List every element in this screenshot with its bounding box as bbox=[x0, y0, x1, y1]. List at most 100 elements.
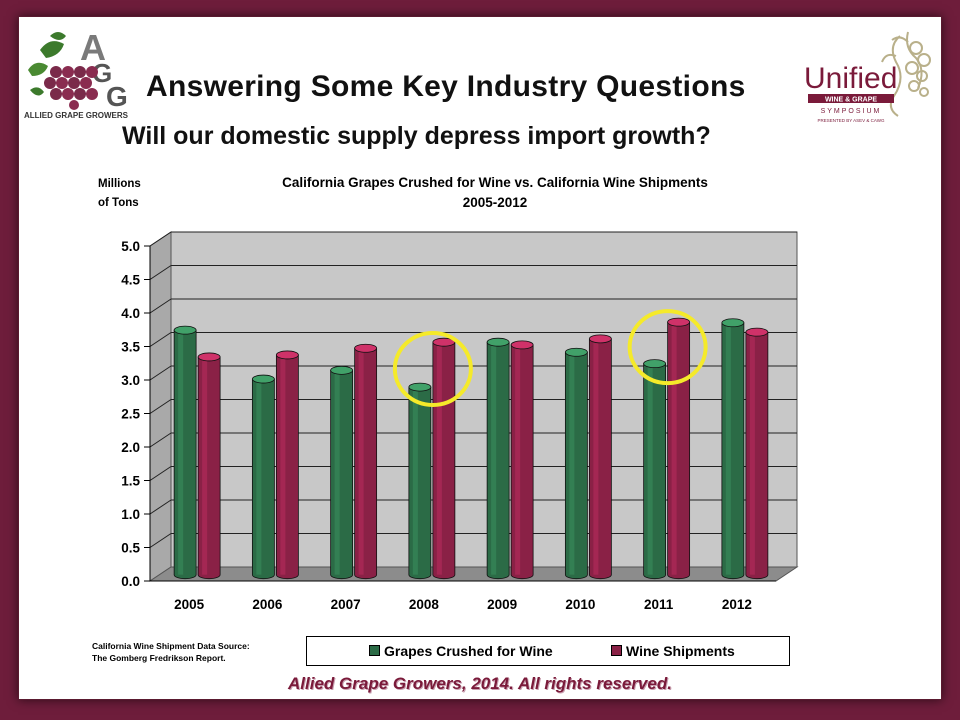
bar-top bbox=[643, 359, 667, 369]
gridline-side bbox=[149, 265, 172, 280]
allied-grape-growers-logo: A G G ALLIED GRAPE GROWERS bbox=[24, 27, 129, 120]
logo-right-sub1: WINE & GRAPE bbox=[825, 97, 877, 104]
chart-title-line2: 2005-2012 bbox=[463, 195, 528, 210]
highlight-circle-2008 bbox=[392, 330, 473, 407]
bar-top bbox=[721, 318, 745, 328]
source-line-2: The Gomberg Fredrikson Report. bbox=[92, 653, 226, 663]
bar-2007-grapes bbox=[330, 369, 354, 580]
bar-2012-grapes bbox=[721, 322, 745, 580]
slide-subtitle: Will our domestic supply depress import … bbox=[122, 122, 711, 150]
bar-2010-grapes bbox=[564, 351, 588, 580]
bar-top bbox=[173, 325, 197, 335]
slide: A G G ALLIED GRAPE GROWERS Answering Som… bbox=[18, 16, 942, 700]
logo-right-sub2: SYMPOSIUM bbox=[821, 108, 882, 115]
logo-letter-g2: G bbox=[106, 81, 128, 112]
slide-title: Answering Some Key Industry Questions bbox=[146, 70, 746, 103]
bar-highlight bbox=[647, 363, 653, 575]
chart-legend: Grapes Crushed for Wine Wine Shipments bbox=[306, 636, 790, 666]
bar-highlight bbox=[749, 332, 755, 575]
bar-highlight bbox=[178, 330, 184, 575]
logo-letter-a: A bbox=[80, 27, 106, 68]
gridline-side bbox=[149, 499, 172, 515]
y-tick-label: 2.0 bbox=[121, 440, 140, 455]
bar-2011-wine bbox=[667, 321, 691, 580]
legend-label-grapes: Grapes Crushed for Wine bbox=[384, 643, 553, 659]
logo-right-sub3: PRESENTED BY ASEV & CAWG bbox=[817, 118, 885, 123]
grape-cluster-icon bbox=[28, 32, 98, 110]
y-tick-label: 1.5 bbox=[121, 474, 140, 489]
y-tick-label: 5.0 bbox=[121, 239, 140, 254]
logo-left-caption: ALLIED GRAPE GROWERS bbox=[24, 111, 129, 120]
bar-2010-wine bbox=[588, 338, 612, 580]
bar-top bbox=[408, 382, 432, 392]
data-source-note: California Wine Shipment Data Source: Th… bbox=[92, 640, 250, 664]
bar-top bbox=[745, 327, 769, 337]
bar-highlight bbox=[725, 322, 731, 575]
gridline-side bbox=[149, 365, 172, 381]
y-tick-label: 3.5 bbox=[121, 340, 140, 355]
bar-2006-grapes bbox=[251, 378, 275, 580]
bar-2009-grapes bbox=[486, 341, 510, 580]
legend-item-wine: Wine Shipments bbox=[611, 643, 735, 659]
bar-top bbox=[197, 352, 221, 362]
x-tick-label-2008: 2008 bbox=[409, 597, 440, 612]
bar-highlight bbox=[202, 356, 208, 575]
y-tick-label: 4.5 bbox=[121, 273, 140, 288]
x-tick-label-2005: 2005 bbox=[174, 597, 205, 612]
bar-highlight bbox=[515, 344, 521, 575]
gridline-side bbox=[149, 432, 172, 448]
x-tick-label-2006: 2006 bbox=[252, 597, 283, 612]
bar-highlight bbox=[280, 354, 286, 575]
bar-top bbox=[667, 317, 691, 327]
bar-top bbox=[354, 343, 378, 353]
bar-top bbox=[432, 337, 456, 347]
logo-right-wordmark: Unified bbox=[804, 62, 897, 95]
bar-highlight bbox=[436, 342, 442, 575]
y-tick-label: 0.0 bbox=[121, 574, 140, 589]
bar-2007-wine bbox=[354, 347, 378, 580]
legend-swatch-wine bbox=[611, 645, 622, 656]
legend-item-grapes: Grapes Crushed for Wine bbox=[369, 643, 553, 659]
bar-2008-grapes bbox=[408, 386, 432, 580]
bar-top bbox=[275, 350, 299, 360]
bar-highlight bbox=[358, 348, 364, 575]
bar-top bbox=[564, 347, 588, 357]
gridline-side bbox=[149, 399, 172, 414]
y-tick-label: 0.5 bbox=[121, 541, 140, 556]
source-line-1: California Wine Shipment Data Source: bbox=[92, 641, 250, 651]
highlight-circle-2011 bbox=[627, 309, 708, 386]
copyright-footer: Allied Grape Growers, 2014. All rights r… bbox=[288, 674, 672, 693]
x-tick-label-2012: 2012 bbox=[722, 597, 752, 612]
bar-top bbox=[510, 340, 534, 350]
y-tick-label: 4.0 bbox=[121, 306, 140, 321]
unified-symposium-logo: Unified WINE & GRAPE SYMPOSIUM PRESENTED… bbox=[804, 31, 931, 123]
y-tick-label: 3.0 bbox=[121, 373, 140, 388]
bar-2006-wine bbox=[275, 354, 299, 580]
bar-top bbox=[330, 365, 354, 375]
chart-title-line1: California Grapes Crushed for Wine vs. C… bbox=[282, 175, 708, 190]
bar-top bbox=[486, 337, 510, 347]
gridline-side bbox=[149, 533, 172, 548]
gridline-side bbox=[149, 332, 172, 347]
grapevine-icon bbox=[881, 31, 931, 117]
x-tick-label-2010: 2010 bbox=[565, 597, 595, 612]
bar-2005-wine bbox=[197, 356, 221, 580]
bar-top bbox=[588, 334, 612, 344]
gridline-side bbox=[149, 298, 172, 314]
bar-chart: Millions of Tons California Grapes Crush… bbox=[98, 175, 799, 612]
plot-area: 0.0 0.5 1.0 1.5 2.0 2.5 3.0 3.5 4.0 4.5 5.0 2005 200… bbox=[121, 231, 799, 612]
bar-highlight bbox=[593, 338, 599, 575]
bar-2009-wine bbox=[510, 344, 534, 580]
y-tick-label: 2.5 bbox=[121, 407, 140, 422]
gridline-side bbox=[149, 466, 172, 481]
y-axis-label-line2: of Tons bbox=[98, 197, 139, 209]
x-tick-label-2011: 2011 bbox=[644, 597, 674, 612]
bar-highlight bbox=[334, 370, 340, 575]
bar-highlight bbox=[671, 322, 677, 575]
bar-2011-grapes bbox=[643, 363, 667, 580]
x-tick-label-2007: 2007 bbox=[331, 597, 361, 612]
y-tick-label: 1.0 bbox=[121, 507, 140, 522]
bar-2012-wine bbox=[745, 331, 769, 580]
plot-floor bbox=[148, 566, 799, 582]
